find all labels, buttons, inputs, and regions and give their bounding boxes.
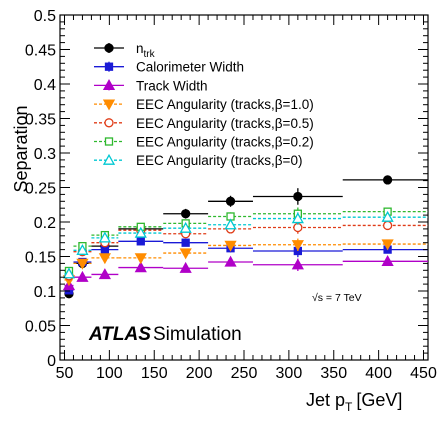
y-tick-label: 0 [47, 353, 56, 370]
data-point [293, 191, 303, 202]
data-point [291, 258, 304, 270]
series-0 [64, 175, 428, 299]
x-tick-label: 450 [410, 365, 437, 382]
legend-label: ntrk [136, 41, 156, 60]
data-point [98, 268, 111, 280]
x-tick-label: 300 [276, 365, 303, 382]
series-2 [62, 254, 428, 291]
data-point [181, 209, 191, 219]
legend-label-main: EEC Angularity (tracks,β=0) [136, 153, 302, 168]
data-point [76, 270, 89, 282]
data-point [381, 239, 394, 251]
y-tick-label: 0.45 [25, 43, 56, 60]
legend-marker [102, 79, 116, 91]
legend-label-main: Calorimeter Width [136, 60, 244, 75]
data-point [76, 243, 89, 255]
x-tick-label: 150 [141, 365, 168, 382]
y-tick-label: 0.4 [34, 77, 56, 94]
data-point [98, 253, 111, 265]
legend-label: EEC Angularity (tracks,β=1.0) [136, 97, 314, 112]
legend-marker [102, 153, 116, 165]
atlas-label: ATLAS [88, 324, 151, 345]
data-point [224, 240, 237, 252]
x-tick-label: 100 [96, 365, 123, 382]
legend-marker [104, 62, 114, 71]
x-axis-title-main: Jet p [306, 390, 345, 410]
data-point [225, 196, 236, 206]
x-tick-label: 350 [320, 365, 347, 382]
series-4 [64, 220, 428, 281]
x-axis-title: Jet pT [GeV] [306, 390, 402, 414]
legend-marker [102, 99, 116, 111]
axes-layer: 0 0.05 0.1 0.15 0.2 0.25 0.3 0.35 0.4 0.45 0.5 50 10… [25, 8, 437, 382]
x-axis-title-sub: T [345, 400, 353, 414]
legend-label-main: EEC Angularity (tracks,β=0.2) [136, 135, 314, 150]
legend-marker [104, 43, 114, 53]
y-tick-label: 0.1 [34, 284, 56, 301]
data-point [382, 175, 393, 185]
data-point [291, 212, 304, 224]
y-tick-label: 0.3 [34, 146, 56, 163]
legend-entry-2: Track Width [94, 78, 208, 93]
data-point [134, 226, 147, 238]
legend-label-main: EEC Angularity (tracks,β=0.5) [136, 116, 314, 131]
data-point [136, 237, 145, 246]
y-tick-label: 0.05 [25, 319, 56, 336]
legend-label-sub: trk [144, 49, 156, 60]
legend-label: EEC Angularity (tracks,β=0.2) [136, 135, 314, 150]
legend-entry-4: EEC Angularity (tracks,β=0.5) [94, 116, 314, 131]
y-tick-label: 0.2 [34, 215, 56, 232]
legend-label-main: Track Width [136, 78, 208, 93]
legend-label-main: EEC Angularity (tracks,β=1.0) [136, 97, 314, 112]
data-point [179, 221, 192, 233]
legend-entry-6: EEC Angularity (tracks,β=0) [94, 153, 302, 168]
series-6 [62, 210, 428, 279]
x-tick-label: 400 [365, 365, 392, 382]
data-point [224, 255, 237, 267]
data-point [179, 261, 192, 273]
y-tick-label: 0.15 [25, 250, 56, 267]
y-tick-label: 0.35 [25, 112, 56, 129]
x-tick-label: 200 [186, 365, 213, 382]
y-tick-label: 0.5 [34, 8, 56, 25]
data-point [134, 253, 147, 265]
series-3 [62, 238, 428, 287]
data-point [381, 254, 394, 266]
legend-marker [104, 118, 114, 128]
x-tick-label: 250 [231, 365, 258, 382]
data-point [98, 231, 111, 243]
energy-annotation: √s = 7 TeV [312, 292, 362, 304]
simulation-label: Simulation [153, 324, 242, 345]
data-point [224, 218, 237, 230]
legend-label-main: n [136, 41, 144, 56]
legend-entry-3: EEC Angularity (tracks,β=1.0) [94, 97, 314, 112]
y-tick-label: 0.25 [25, 181, 56, 198]
legend-label: Calorimeter Width [136, 60, 244, 75]
data-point [76, 258, 89, 270]
data-point [134, 261, 147, 273]
legend-entry-0: ntrk [94, 41, 156, 60]
legend-marker [104, 137, 114, 146]
data-point [382, 220, 393, 231]
data-point [181, 238, 190, 247]
x-tick-label: 50 [56, 365, 74, 382]
data-point [62, 267, 76, 279]
data-point [291, 240, 304, 252]
data-point [381, 210, 394, 222]
series-1 [64, 237, 428, 295]
legend-label: Track Width [136, 78, 208, 93]
legend-label: EEC Angularity (tracks,β=0.5) [136, 116, 314, 131]
legend-entry-1: Calorimeter Width [94, 60, 244, 75]
x-axis-title-unit: [GeV] [356, 390, 402, 410]
y-axis-title: Separation [11, 105, 31, 192]
data-layer [62, 175, 428, 299]
legend-entry-5: EEC Angularity (tracks,β=0.2) [94, 135, 314, 150]
legend-label: EEC Angularity (tracks,β=0) [136, 153, 302, 168]
data-point [179, 248, 192, 260]
